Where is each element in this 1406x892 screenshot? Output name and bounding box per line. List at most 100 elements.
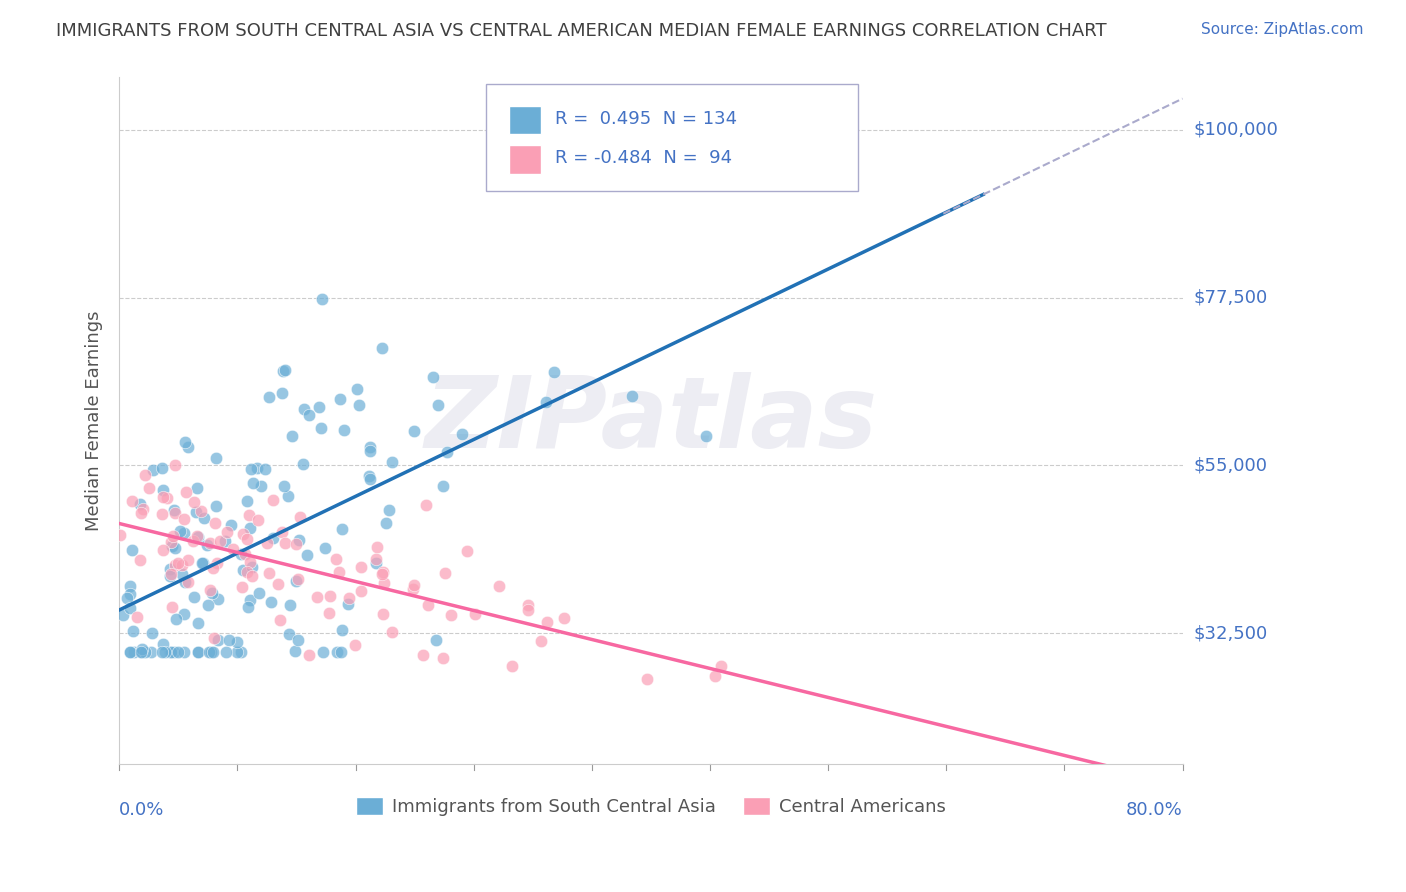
- Point: [152, 490, 174, 504]
- Point: [205, 557, 228, 571]
- Point: [160, 535, 183, 549]
- Point: [432, 651, 454, 665]
- Text: R =  0.495  N = 134: R = 0.495 N = 134: [555, 110, 737, 128]
- Point: [152, 483, 174, 497]
- Point: [318, 606, 340, 620]
- Point: [198, 536, 221, 550]
- Point: [373, 576, 395, 591]
- Point: [197, 598, 219, 612]
- Point: [236, 599, 259, 614]
- Point: [326, 645, 349, 659]
- Point: [288, 533, 311, 548]
- Point: [174, 484, 197, 499]
- Point: [163, 458, 186, 473]
- Point: [118, 645, 141, 659]
- Point: [297, 648, 319, 662]
- Point: [344, 638, 367, 652]
- Point: [245, 461, 267, 475]
- Point: [153, 645, 176, 659]
- Point: [187, 615, 209, 630]
- Point: [127, 609, 149, 624]
- Point: [271, 524, 294, 539]
- Point: [160, 566, 183, 581]
- Point: [412, 648, 434, 662]
- Point: [121, 542, 143, 557]
- Point: [359, 468, 381, 483]
- Point: [177, 440, 200, 454]
- Point: [422, 370, 444, 384]
- Point: [290, 510, 312, 524]
- Point: [233, 547, 256, 561]
- Point: [278, 598, 301, 612]
- Point: [378, 503, 401, 517]
- Point: [174, 434, 197, 449]
- Point: [284, 537, 307, 551]
- Point: [536, 615, 558, 629]
- Point: [415, 498, 437, 512]
- Point: [167, 645, 190, 659]
- Point: [219, 517, 242, 532]
- Text: $55,000: $55,000: [1194, 457, 1268, 475]
- Point: [232, 563, 254, 577]
- Point: [636, 672, 658, 686]
- Point: [201, 645, 224, 659]
- Point: [156, 491, 179, 505]
- Point: [257, 391, 280, 405]
- Point: [305, 591, 328, 605]
- Point: [436, 445, 458, 459]
- Point: [236, 532, 259, 546]
- Point: [517, 599, 540, 613]
- Point: [274, 536, 297, 550]
- Point: [117, 591, 139, 605]
- Point: [166, 556, 188, 570]
- Bar: [509, 105, 541, 135]
- Point: [328, 565, 350, 579]
- Point: [287, 632, 309, 647]
- Point: [229, 645, 252, 659]
- Point: [134, 645, 156, 659]
- Point: [257, 566, 280, 581]
- Point: [278, 627, 301, 641]
- Point: [152, 542, 174, 557]
- Point: [463, 607, 485, 621]
- Point: [240, 559, 263, 574]
- Point: [193, 510, 215, 524]
- Point: [488, 579, 510, 593]
- Point: [139, 645, 162, 659]
- Point: [375, 516, 398, 530]
- Point: [201, 561, 224, 575]
- Point: [416, 598, 439, 612]
- Point: [337, 597, 360, 611]
- Point: [205, 450, 228, 465]
- Point: [381, 625, 404, 640]
- Point: [190, 504, 212, 518]
- Point: [253, 462, 276, 476]
- Point: [160, 540, 183, 554]
- Point: [142, 463, 165, 477]
- Point: [240, 569, 263, 583]
- Point: [349, 398, 371, 412]
- Point: [232, 526, 254, 541]
- Point: [271, 385, 294, 400]
- Point: [200, 583, 222, 598]
- Point: [346, 382, 368, 396]
- Point: [159, 562, 181, 576]
- Point: [297, 548, 319, 562]
- Point: [516, 602, 538, 616]
- Text: Source: ZipAtlas.com: Source: ZipAtlas.com: [1201, 22, 1364, 37]
- Point: [159, 645, 181, 659]
- Point: [281, 429, 304, 443]
- Point: [162, 529, 184, 543]
- Point: [267, 577, 290, 591]
- Point: [165, 612, 187, 626]
- Point: [173, 512, 195, 526]
- Point: [553, 611, 575, 625]
- Point: [536, 395, 558, 409]
- Point: [329, 392, 352, 407]
- Point: [450, 426, 472, 441]
- Point: [218, 632, 240, 647]
- Point: [402, 425, 425, 439]
- Point: [131, 642, 153, 657]
- Point: [163, 502, 186, 516]
- Point: [134, 467, 156, 482]
